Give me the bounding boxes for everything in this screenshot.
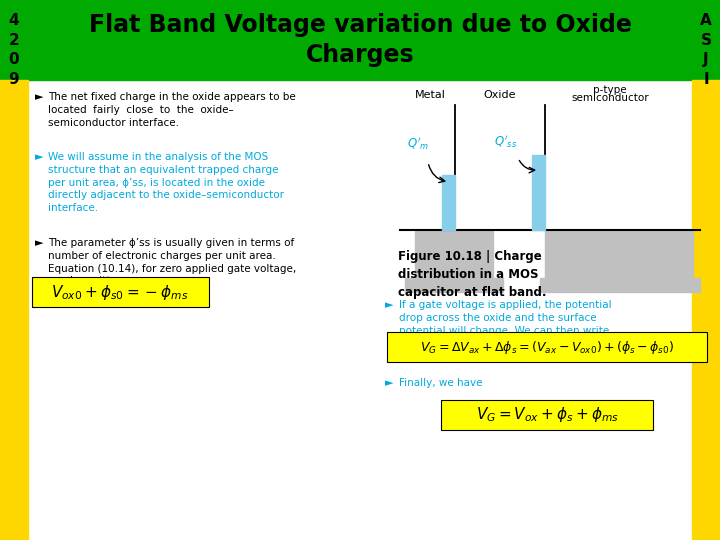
Text: A
S
J
I: A S J I (700, 13, 712, 87)
Text: Oxide: Oxide (484, 90, 516, 100)
Text: $V_G = V_{ox} + \phi_s + \phi_{ms}$: $V_G = V_{ox} + \phi_s + \phi_{ms}$ (475, 406, 618, 424)
Text: Metal: Metal (415, 90, 446, 100)
Bar (0, 0, 720, 80)
Text: ►: ► (35, 152, 43, 162)
Text: $Q'_{ss}$: $Q'_{ss}$ (495, 133, 518, 150)
Text: semiconductor: semiconductor (571, 93, 649, 103)
Bar (545, 230, 693, 280)
Text: The net fixed charge in the oxide appears to be
located  fairly  close  to  the : The net fixed charge in the oxide appear… (48, 92, 296, 127)
FancyBboxPatch shape (387, 332, 707, 362)
Text: Flat Band Voltage variation due to Oxide
Charges: Flat Band Voltage variation due to Oxide… (89, 13, 631, 67)
Text: $V_{ox0} + \phi_{s0} = -\phi_{ms}$: $V_{ox0} + \phi_{s0} = -\phi_{ms}$ (51, 282, 189, 301)
Bar (540, 278, 700, 292)
FancyBboxPatch shape (32, 277, 209, 307)
Bar (692, 80, 720, 540)
Text: ►: ► (385, 300, 394, 310)
Text: The parameter ϕ’ss is usually given in terms of
number of electronic charges per: The parameter ϕ’ss is usually given in t… (48, 238, 296, 286)
Text: Figure 10.18 | Charge
distribution in a MOS
capacitor at flat band.: Figure 10.18 | Charge distribution in a … (398, 250, 546, 299)
FancyBboxPatch shape (441, 400, 653, 430)
Text: ►: ► (35, 92, 43, 102)
Text: 4
2
0
9: 4 2 0 9 (9, 13, 19, 87)
Bar (442, 175, 455, 230)
Text: If a gate voltage is applied, the potential
drop across the oxide and the surfac: If a gate voltage is applied, the potent… (399, 300, 611, 335)
Text: $V_G = \Delta V_{ax} + \Delta\phi_s = (V_{ax}-V_{ox0}) + (\phi_s-\phi_{s0})$: $V_G = \Delta V_{ax} + \Delta\phi_s = (V… (420, 339, 674, 355)
Bar (532, 155, 545, 230)
Text: We will assume in the analysis of the MOS
structure that an equivalent trapped c: We will assume in the analysis of the MO… (48, 152, 284, 213)
Text: ►: ► (385, 378, 394, 388)
Text: p-type: p-type (593, 85, 627, 95)
Text: $Q'_m$: $Q'_m$ (407, 136, 429, 152)
Bar (405, 278, 503, 292)
Bar (0, 80, 28, 540)
Bar (415, 230, 493, 280)
Text: ►: ► (35, 238, 43, 248)
Text: Finally, we have: Finally, we have (399, 378, 482, 388)
